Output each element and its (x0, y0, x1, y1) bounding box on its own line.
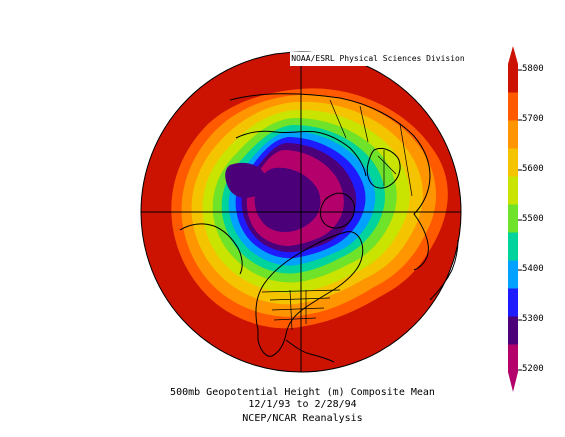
colorbar-tick-label: 5200 (522, 364, 544, 374)
colorbar-tick-label: 5500 (522, 214, 544, 224)
colorbar-segment (508, 232, 518, 261)
border-us-grid-3 (273, 317, 317, 321)
coastlines (179, 93, 459, 363)
colorbar-segment (508, 344, 518, 373)
political-borders (261, 99, 413, 331)
border-europe-1 (377, 155, 397, 175)
coast-alaska (179, 223, 243, 275)
field-level-5250 (254, 167, 321, 232)
colorbar-bottom-arrow (508, 372, 518, 392)
colorbar-tick-label: 5300 (522, 314, 544, 324)
colorbar-tick-label: 5600 (522, 164, 544, 174)
colorbar-segment (508, 64, 518, 93)
caption-dates: 12/1/93 to 2/28/94 (248, 399, 357, 410)
credit-label: NOAA/ESRL Physical Sciences Division (290, 52, 466, 66)
colorbar (508, 46, 522, 392)
colorbar-segment (508, 260, 518, 289)
coast-north-america (255, 231, 364, 357)
colorbar-segment (508, 316, 518, 345)
border-us-grid-1 (269, 297, 331, 301)
colorbar-tick-label: 5700 (522, 114, 544, 124)
border-asia-1 (329, 99, 347, 139)
colorbar-segment (508, 148, 518, 177)
coast-africa-edge (429, 239, 459, 301)
coast-europe (366, 147, 401, 189)
border-us-canada (261, 289, 341, 293)
border-asia-3 (399, 123, 413, 197)
border-us-grid-4 (289, 289, 293, 331)
colorbar-segment (508, 92, 518, 121)
colorbar-tick-label: 5800 (522, 64, 544, 74)
coast-siberia-arctic (235, 130, 367, 177)
caption-title: 500mb Geopotential Height (m) Composite … (170, 387, 435, 398)
field-level-5200 (225, 162, 266, 198)
caption-source: NCEP/NCAR Reanalysis (242, 413, 363, 424)
colorbar-segment (508, 120, 518, 149)
coast-eurasia (229, 93, 431, 271)
border-us-grid-2 (271, 307, 325, 311)
colorbar-tick-label: 5400 (522, 264, 544, 274)
coast-central-america (285, 339, 335, 363)
border-asia-2 (359, 105, 369, 143)
colorbar-segment (508, 288, 518, 317)
colorbar-top-arrow (508, 46, 518, 64)
colorbar-segment (508, 204, 518, 233)
colorbar-segment (508, 176, 518, 205)
coast-greenland (319, 192, 355, 229)
